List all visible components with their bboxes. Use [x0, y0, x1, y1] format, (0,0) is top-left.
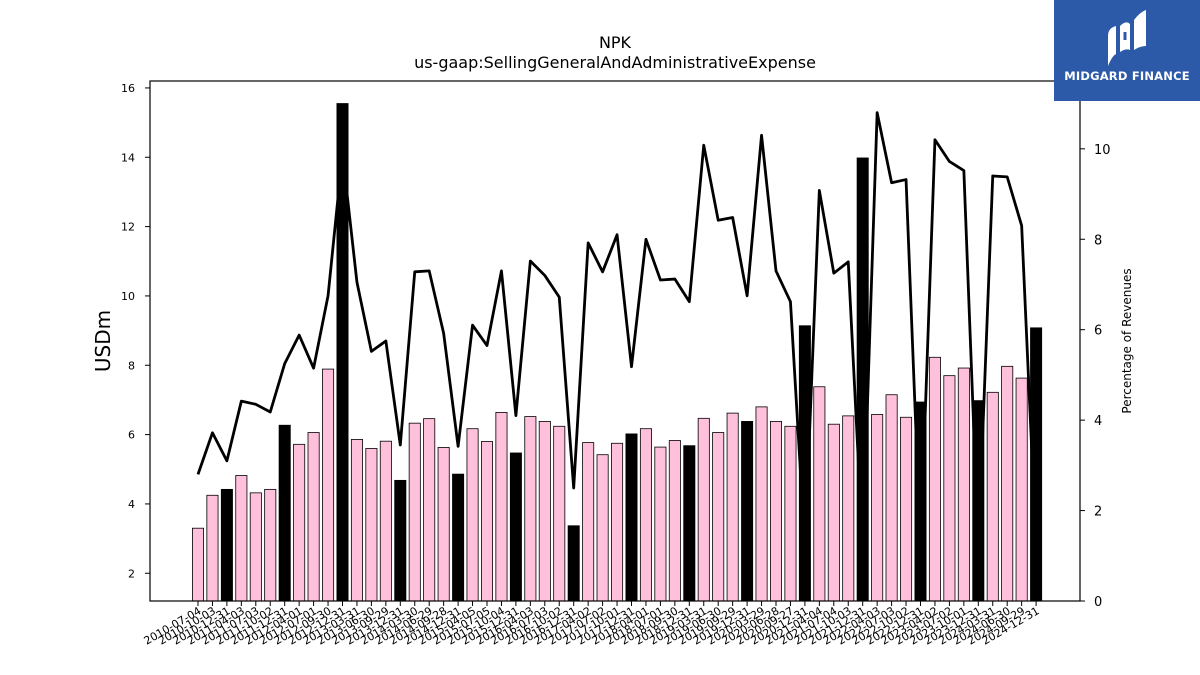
bar: [986, 391, 999, 602]
bar: [697, 417, 710, 602]
bar: [639, 428, 652, 602]
y-tick-label: 8: [128, 359, 135, 372]
plot-frame: [149, 80, 1081, 602]
y2-tick-label: 6: [1094, 324, 1102, 339]
y2-tick-label: 0: [1094, 595, 1102, 610]
bar: [784, 425, 797, 602]
bar: [350, 439, 363, 602]
bar: [191, 527, 204, 602]
bar: [755, 406, 768, 602]
y-axis-right: 0 2 4 6 8 10: [1080, 143, 1111, 610]
bar: [553, 425, 566, 602]
y-tick-label: 4: [128, 498, 135, 511]
bar: [885, 394, 898, 602]
bar: [524, 416, 537, 602]
bar: [770, 421, 783, 602]
y2-tick-label: 8: [1094, 233, 1102, 248]
bar: [437, 447, 450, 602]
bar: [408, 422, 421, 602]
y-tick-label: 2: [128, 567, 135, 580]
bar: [726, 412, 739, 602]
bar: [264, 488, 277, 602]
bar: [611, 442, 624, 602]
bar: [668, 440, 681, 602]
bar: [582, 442, 595, 602]
bar: [842, 415, 855, 602]
bar: [813, 386, 826, 602]
bar: [249, 492, 262, 602]
bar: [827, 423, 840, 602]
bar: [1001, 365, 1014, 602]
bar: [538, 421, 551, 602]
bar: [712, 432, 725, 602]
logo-text: MIDGARD FINANCE: [1064, 69, 1190, 83]
line-layer: [196, 111, 1038, 549]
bar: [495, 412, 508, 602]
bar: [596, 454, 609, 602]
x-axis: 2010-07-042010-10-032010-12-312011-04-03…: [142, 601, 1042, 648]
bar: [394, 479, 407, 602]
bar: [379, 440, 392, 602]
chart-subtitle: us-gaap:SellingGeneralAndAdministrativeE…: [414, 53, 816, 72]
logo-mark-icon: [1108, 10, 1146, 66]
bar: [509, 452, 522, 602]
bar: [322, 368, 335, 602]
y-tick-label: 16: [121, 82, 135, 95]
bar: [452, 473, 465, 602]
bar: [466, 428, 479, 602]
brand-logo: MIDGARD FINANCE: [1054, 0, 1200, 101]
series-line: [196, 111, 1038, 549]
bar: [307, 432, 320, 602]
chart-title: NPK: [599, 33, 632, 52]
bar: [957, 367, 970, 602]
bar: [900, 416, 913, 602]
y-tick-label: 14: [121, 151, 135, 164]
bar: [235, 475, 248, 602]
bar: [278, 424, 291, 602]
bar: [220, 488, 233, 602]
bar: [943, 375, 956, 602]
bar: [928, 356, 941, 602]
bar: [741, 421, 754, 602]
bar: [206, 494, 219, 602]
bar: [480, 441, 493, 602]
bar: [654, 446, 667, 602]
bar: [1015, 377, 1028, 602]
bar: [423, 418, 436, 602]
y-tick-label: 10: [121, 290, 135, 303]
bar: [625, 433, 638, 602]
y2-axis-label: Percentage of Revenues: [1120, 268, 1134, 413]
bar: [365, 448, 378, 602]
y-axis-label: USDm: [91, 310, 115, 372]
bar: [683, 445, 696, 602]
bar: [293, 443, 306, 602]
bars-layer: [191, 103, 1043, 602]
bar: [567, 525, 580, 602]
y-tick-label: 12: [121, 221, 135, 234]
y2-tick-label: 2: [1094, 505, 1102, 520]
y-tick-label: 6: [128, 429, 135, 442]
bar: [871, 414, 884, 602]
y-axis-left: 2 4 6 8 10 12 14 16: [121, 82, 150, 580]
y2-tick-label: 10: [1094, 143, 1111, 158]
y2-tick-label: 4: [1094, 414, 1102, 429]
